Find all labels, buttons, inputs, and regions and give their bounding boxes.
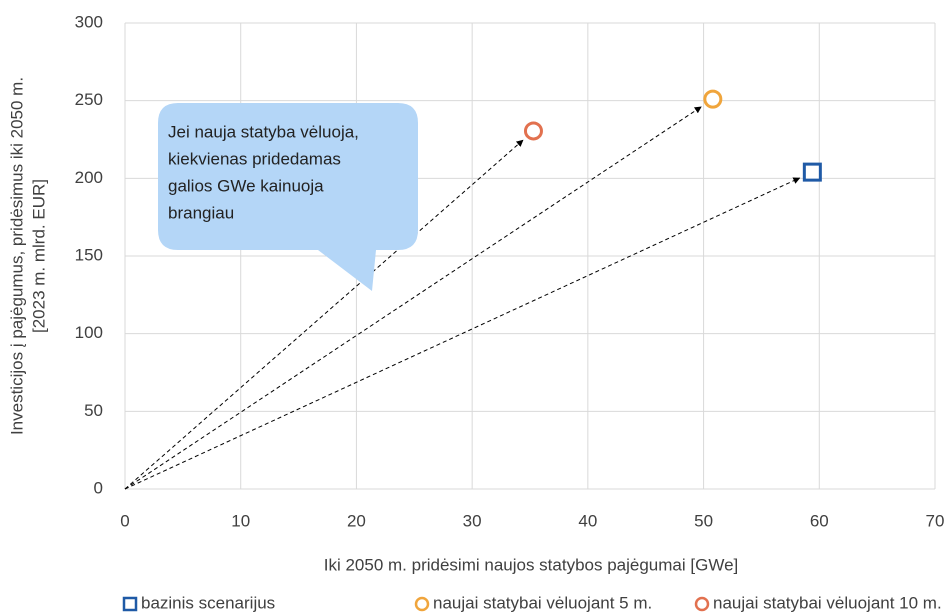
x-tick-label: 50 [694, 511, 713, 530]
y-tick-label: 50 [84, 401, 103, 420]
y-tick-label: 200 [75, 168, 103, 187]
legend-label: bazinis scenarijus [141, 593, 275, 612]
arrow [124, 177, 801, 490]
x-tick-label: 30 [463, 511, 482, 530]
legend-marker [694, 596, 710, 612]
x-tick-label: 20 [347, 511, 366, 530]
arrow [124, 106, 702, 490]
legend-marker [122, 596, 138, 612]
y-axis-label: [2023 m. mlrd. EUR] [29, 179, 48, 333]
annotation: kiekvienas pridedamas [168, 149, 341, 168]
annotation: Jei nauja statyba vėluoja, [168, 122, 359, 141]
legend-label: naujai statybai vėluojant 10 m. [713, 593, 942, 612]
y-tick-label: 150 [75, 245, 103, 264]
x-tick-label: 40 [578, 511, 597, 530]
point [703, 89, 723, 109]
x-tick-label: 0 [120, 511, 129, 530]
legend-marker [414, 596, 430, 612]
point [523, 121, 543, 141]
x-tick-label: 10 [231, 511, 250, 530]
x-tick-label: 60 [810, 511, 829, 530]
y-tick-label: 100 [75, 323, 103, 342]
point [802, 162, 822, 182]
annotation: galios GWe kainuoja [168, 176, 324, 195]
x-axis-label: Iki 2050 m. pridėsimi naujos statybos pa… [324, 555, 739, 574]
legend-label: naujai statybai vėluojant 5 m. [433, 593, 652, 612]
y-tick-label: 300 [75, 12, 103, 31]
callout [158, 103, 418, 291]
y-tick-label: 250 [75, 90, 103, 109]
y-axis-label: Investicijos į pajėgumus, pridėsimus iki… [7, 77, 26, 435]
y-tick-label: 0 [94, 478, 103, 497]
x-tick-label: 70 [926, 511, 944, 530]
annotation: brangiau [168, 203, 234, 222]
